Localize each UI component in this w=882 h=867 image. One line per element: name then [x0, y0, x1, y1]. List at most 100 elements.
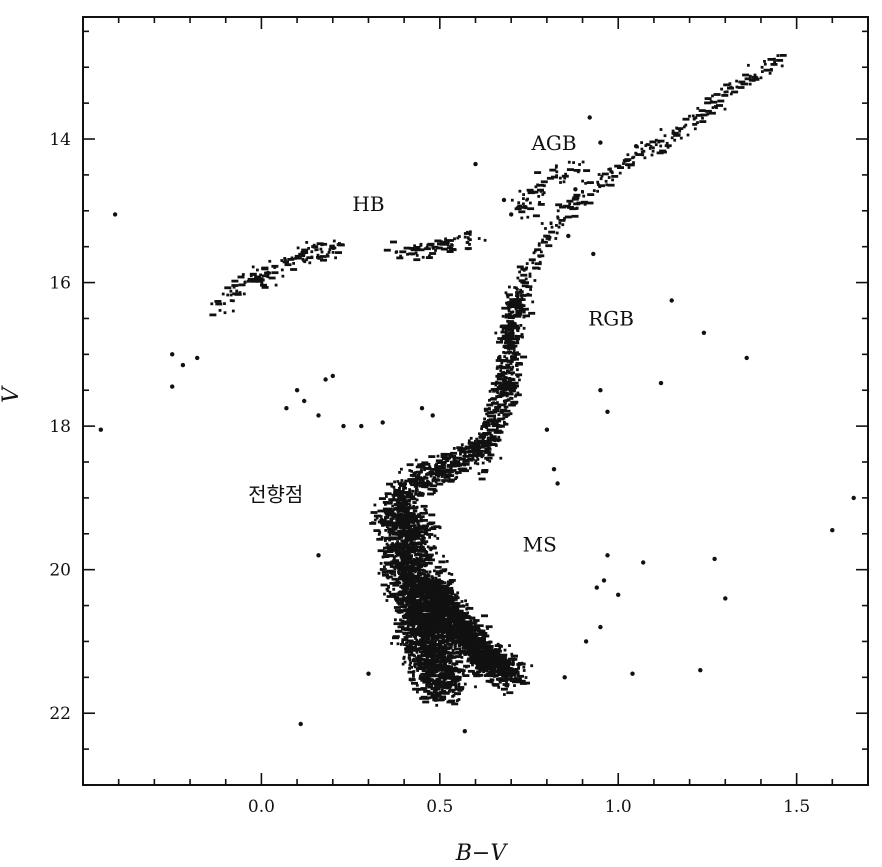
star-point — [478, 655, 481, 659]
star-point — [427, 685, 431, 689]
star-point — [434, 249, 437, 252]
star-point — [409, 646, 417, 649]
star-point — [506, 392, 514, 396]
star-point — [561, 174, 569, 178]
star-point — [450, 679, 458, 683]
star-point — [382, 573, 389, 577]
star-point — [430, 575, 434, 578]
star-point — [439, 610, 443, 613]
star-point — [427, 492, 435, 496]
star-point — [284, 263, 292, 267]
star-point — [420, 636, 424, 640]
star-point — [438, 639, 446, 643]
star-point — [510, 330, 514, 333]
star-point — [454, 692, 461, 695]
star-point — [647, 143, 651, 147]
star-point — [477, 641, 480, 645]
star-point — [446, 642, 454, 646]
star-point — [407, 656, 411, 660]
star-point — [445, 613, 448, 616]
star-point — [467, 237, 471, 241]
star-point — [704, 101, 712, 105]
star-point — [410, 549, 414, 553]
star-point — [402, 605, 406, 609]
star-point — [559, 205, 567, 209]
star-point — [502, 666, 510, 670]
star-point — [305, 251, 309, 254]
star-point — [413, 526, 416, 529]
star-point — [381, 523, 389, 526]
star-point — [468, 652, 471, 656]
star-point — [393, 622, 401, 626]
star-point — [735, 79, 738, 83]
star-point — [382, 507, 390, 511]
star-point — [414, 490, 418, 494]
star-point — [504, 291, 508, 295]
star-point — [389, 582, 397, 585]
star-point — [424, 607, 427, 611]
star-point — [428, 470, 432, 474]
star-point — [433, 631, 436, 634]
star-point — [409, 550, 412, 554]
star-point — [427, 487, 431, 491]
star-point — [420, 549, 424, 553]
star-point — [260, 283, 267, 287]
star-point — [426, 586, 434, 590]
star-point — [463, 450, 466, 454]
star-point — [682, 117, 690, 121]
star-point — [231, 309, 235, 313]
star-point — [298, 254, 306, 258]
star-point — [609, 169, 613, 173]
star-point — [448, 473, 452, 476]
star-point — [413, 664, 416, 668]
star-point — [624, 158, 632, 161]
star-point — [458, 689, 461, 692]
star-point — [460, 660, 464, 664]
star-point — [430, 617, 433, 621]
star-point — [407, 627, 415, 631]
star-point — [428, 625, 436, 628]
star-point — [467, 657, 470, 661]
star-point — [433, 673, 437, 677]
star-point — [479, 629, 483, 633]
star-point — [463, 622, 467, 626]
star-point — [515, 288, 519, 291]
star-point — [451, 689, 455, 693]
star-point — [261, 274, 269, 278]
star-point — [391, 592, 395, 596]
star-point — [407, 670, 415, 674]
star-point — [616, 592, 621, 597]
star-point — [490, 422, 498, 425]
star-point — [413, 550, 416, 554]
star-point — [449, 615, 453, 619]
star-point — [384, 529, 388, 532]
star-point — [546, 176, 554, 180]
star-point — [656, 151, 664, 155]
star-point — [281, 274, 285, 278]
star-point — [399, 592, 407, 596]
star-point — [481, 470, 488, 474]
star-point — [443, 629, 447, 633]
star-point — [425, 608, 433, 612]
star-point — [406, 574, 414, 578]
star-point — [403, 246, 411, 250]
star-point — [440, 688, 444, 691]
star-point — [490, 678, 494, 682]
star-point — [504, 677, 508, 680]
star-point — [508, 312, 511, 316]
star-point — [510, 654, 518, 658]
star-point — [480, 427, 483, 431]
star-point — [486, 439, 490, 443]
star-point — [508, 644, 511, 647]
star-point — [438, 560, 446, 564]
star-point — [422, 674, 426, 678]
star-point — [417, 481, 421, 485]
star-point — [463, 664, 471, 668]
star-point — [465, 607, 469, 611]
star-point — [555, 481, 560, 486]
star-point — [443, 581, 447, 585]
star-point — [484, 659, 492, 662]
star-point — [686, 133, 690, 137]
star-point — [413, 620, 417, 624]
star-point — [401, 503, 404, 507]
